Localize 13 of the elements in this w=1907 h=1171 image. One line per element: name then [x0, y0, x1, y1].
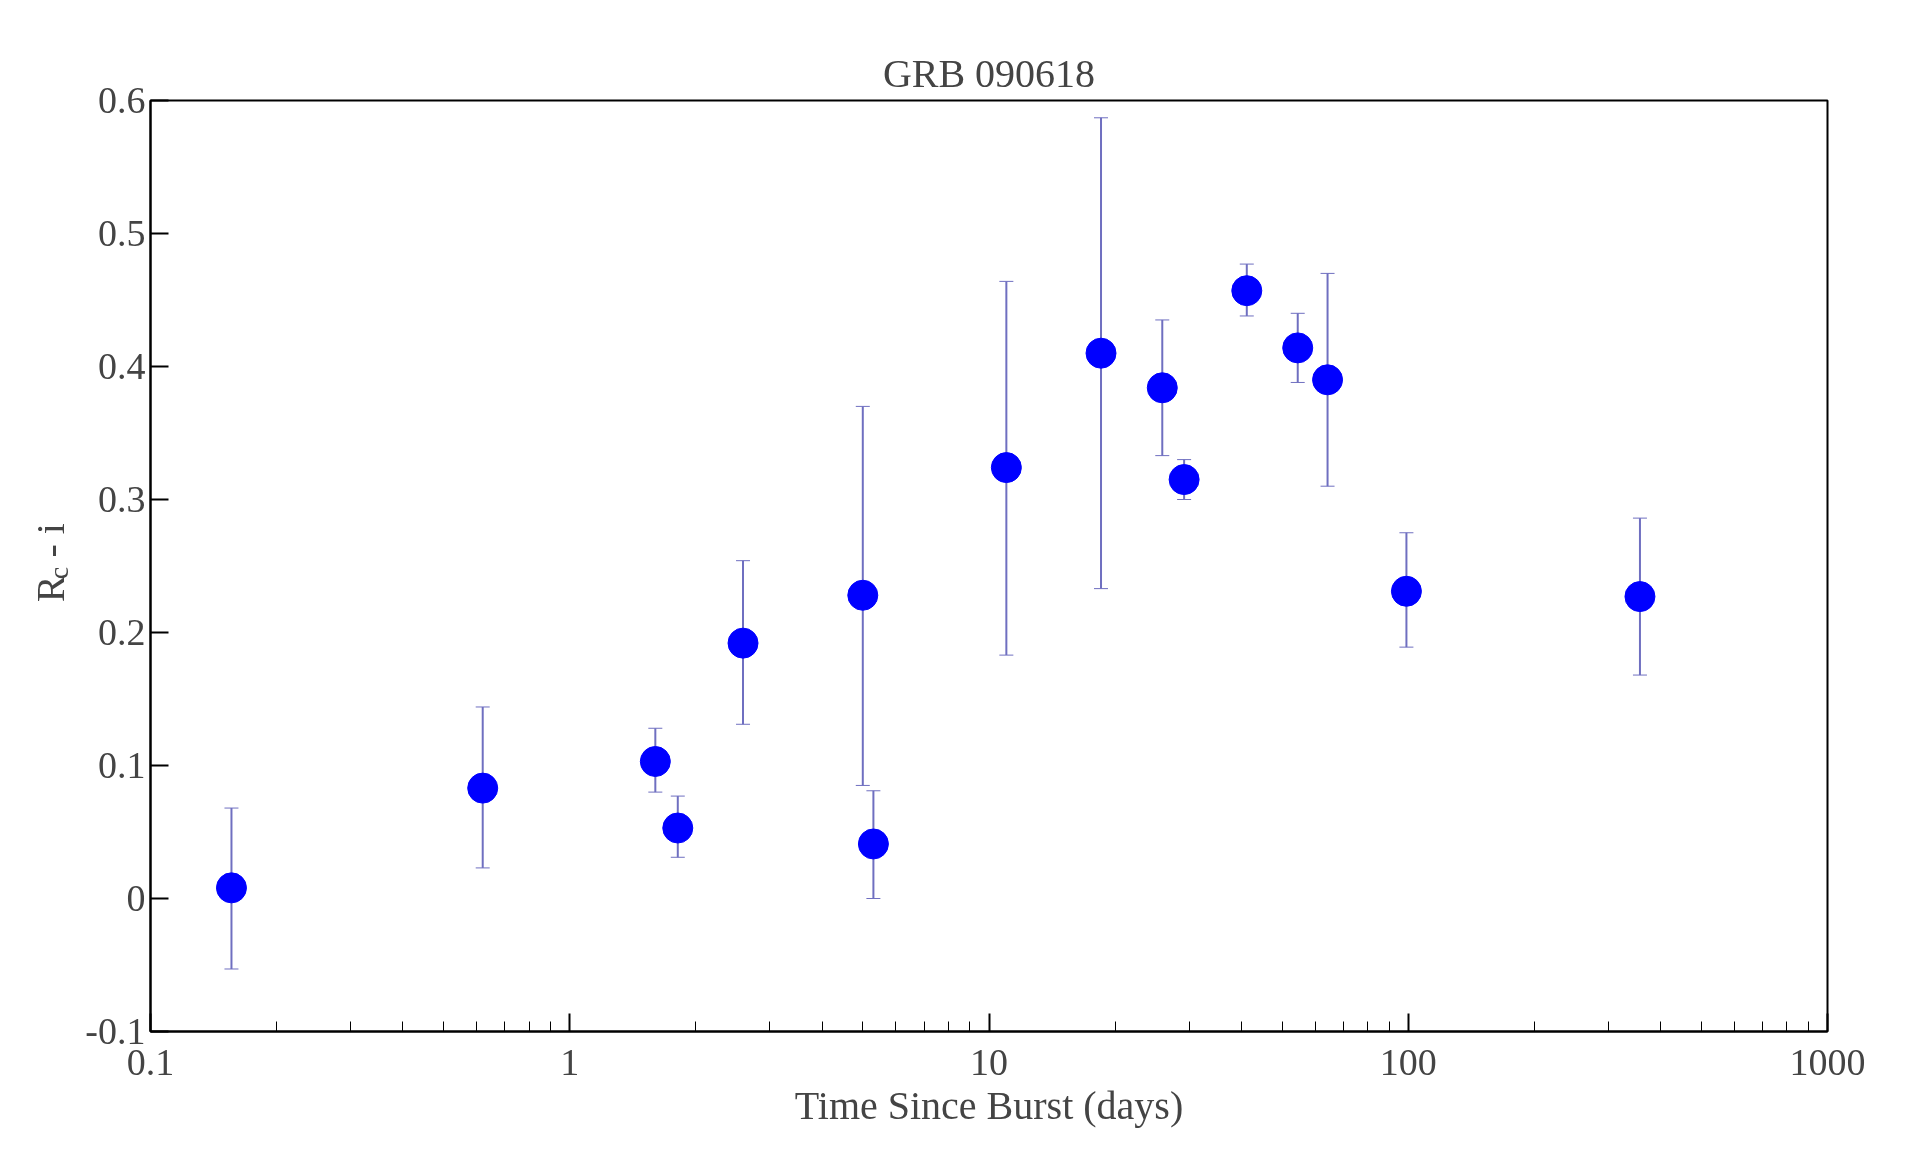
y-tick-label: 0.2: [98, 611, 146, 653]
x-tick-label: 100: [1379, 1040, 1437, 1083]
x-tick-label: 1: [560, 1040, 580, 1083]
y-tick-label: 0: [126, 877, 146, 919]
x-axis-title: Time Since Burst (days): [794, 1082, 1184, 1128]
y-tick-label: 0.3: [98, 478, 146, 520]
y-tick-label: 0.6: [98, 79, 146, 121]
y-tick-label: 0.4: [98, 345, 146, 387]
x-tick-label: 10: [970, 1040, 1008, 1083]
y-tick-label: 0.1: [98, 744, 146, 786]
x-tick-label: 1000: [1789, 1040, 1866, 1083]
y-tick-label: 0.5: [98, 212, 146, 254]
chart-title: GRB 090618: [882, 50, 1096, 96]
